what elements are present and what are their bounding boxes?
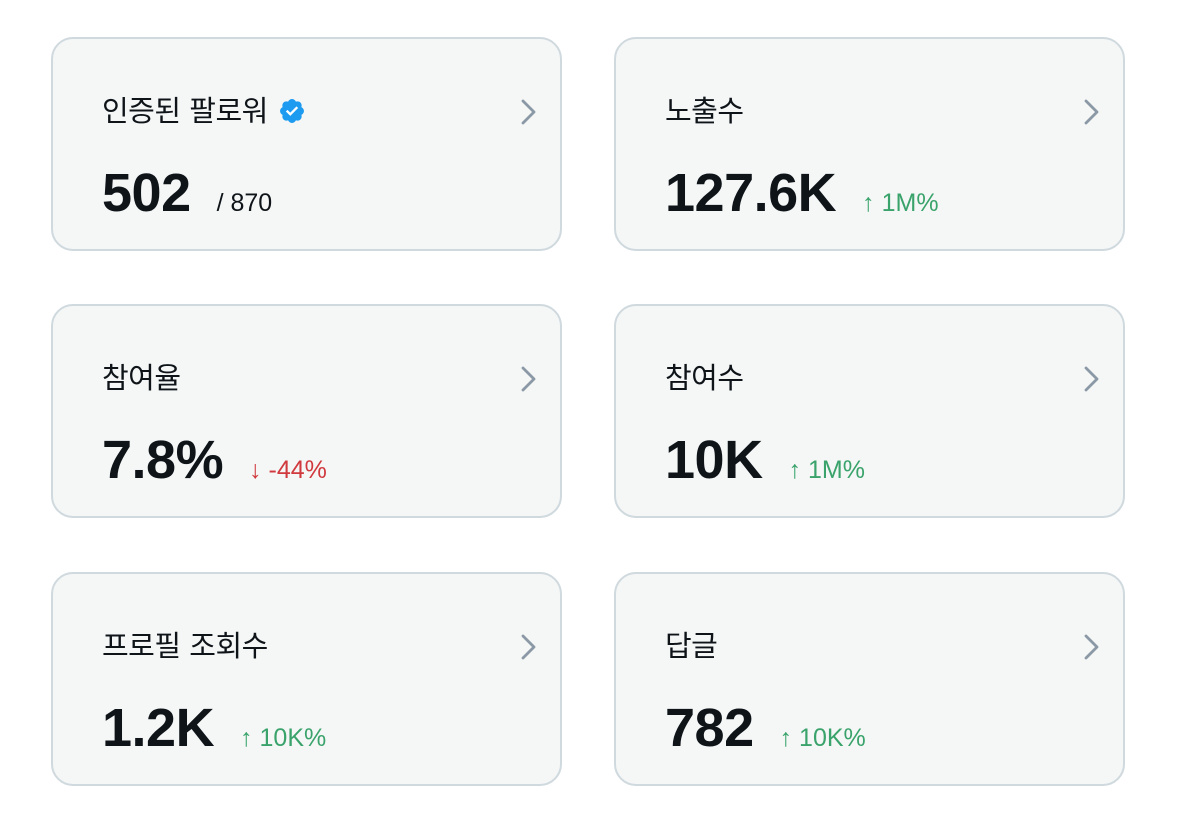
card-value: 7.8%	[102, 430, 224, 490]
card-engagements[interactable]: 참여수 10K ↑ 1M%	[614, 304, 1125, 518]
card-title-row: 노출수	[665, 91, 744, 131]
chevron-right-icon[interactable]	[1081, 364, 1103, 394]
chevron-right-icon[interactable]	[518, 97, 540, 127]
card-title: 프로필 조회수	[102, 629, 268, 663]
card-title: 답글	[665, 629, 718, 663]
card-value-row: 10K ↑ 1M%	[665, 428, 865, 492]
card-value-row: 127.6K ↑ 1M%	[665, 161, 939, 225]
verified-badge-icon	[279, 99, 304, 123]
card-value: 10K	[665, 430, 763, 490]
card-change-positive: ↑ 10K%	[779, 724, 866, 752]
card-verified-followers[interactable]: 인증된 팔로워 502 / 870	[51, 37, 562, 251]
card-title: 인증된 팔로워	[102, 94, 268, 128]
card-title: 노출수	[665, 94, 744, 128]
card-value: 127.6K	[665, 163, 837, 223]
card-total: / 870	[216, 189, 273, 217]
card-value: 502	[102, 163, 191, 223]
card-title: 참여수	[665, 361, 744, 395]
card-title-row: 인증된 팔로워	[102, 91, 306, 131]
card-change-positive: ↑ 10K%	[240, 724, 327, 752]
card-value-row: 1.2K ↑ 10K%	[102, 696, 326, 760]
card-title-row: 참여수	[665, 358, 744, 398]
card-impressions[interactable]: 노출수 127.6K ↑ 1M%	[614, 37, 1125, 251]
chevron-right-icon[interactable]	[1081, 632, 1103, 662]
card-profile-views[interactable]: 프로필 조회수 1.2K ↑ 10K%	[51, 572, 562, 786]
chevron-right-icon[interactable]	[1081, 97, 1103, 127]
card-title: 참여율	[102, 361, 181, 395]
chevron-right-icon[interactable]	[518, 364, 540, 394]
card-change-negative: ↓ -44%	[249, 456, 327, 484]
card-value-row: 7.8% ↓ -44%	[102, 428, 327, 492]
card-value-row: 502 / 870	[102, 161, 272, 225]
chevron-right-icon[interactable]	[518, 632, 540, 662]
card-engagement-rate[interactable]: 참여율 7.8% ↓ -44%	[51, 304, 562, 518]
card-value-row: 782 ↑ 10K%	[665, 696, 866, 760]
card-title-row: 참여율	[102, 358, 181, 398]
card-change-positive: ↑ 1M%	[788, 456, 865, 484]
card-title-row: 프로필 조회수	[102, 626, 268, 666]
card-change-positive: ↑ 1M%	[862, 189, 939, 217]
card-value: 782	[665, 698, 754, 758]
card-value: 1.2K	[102, 698, 215, 758]
card-title-row: 답글	[665, 626, 718, 666]
card-replies[interactable]: 답글 782 ↑ 10K%	[614, 572, 1125, 786]
